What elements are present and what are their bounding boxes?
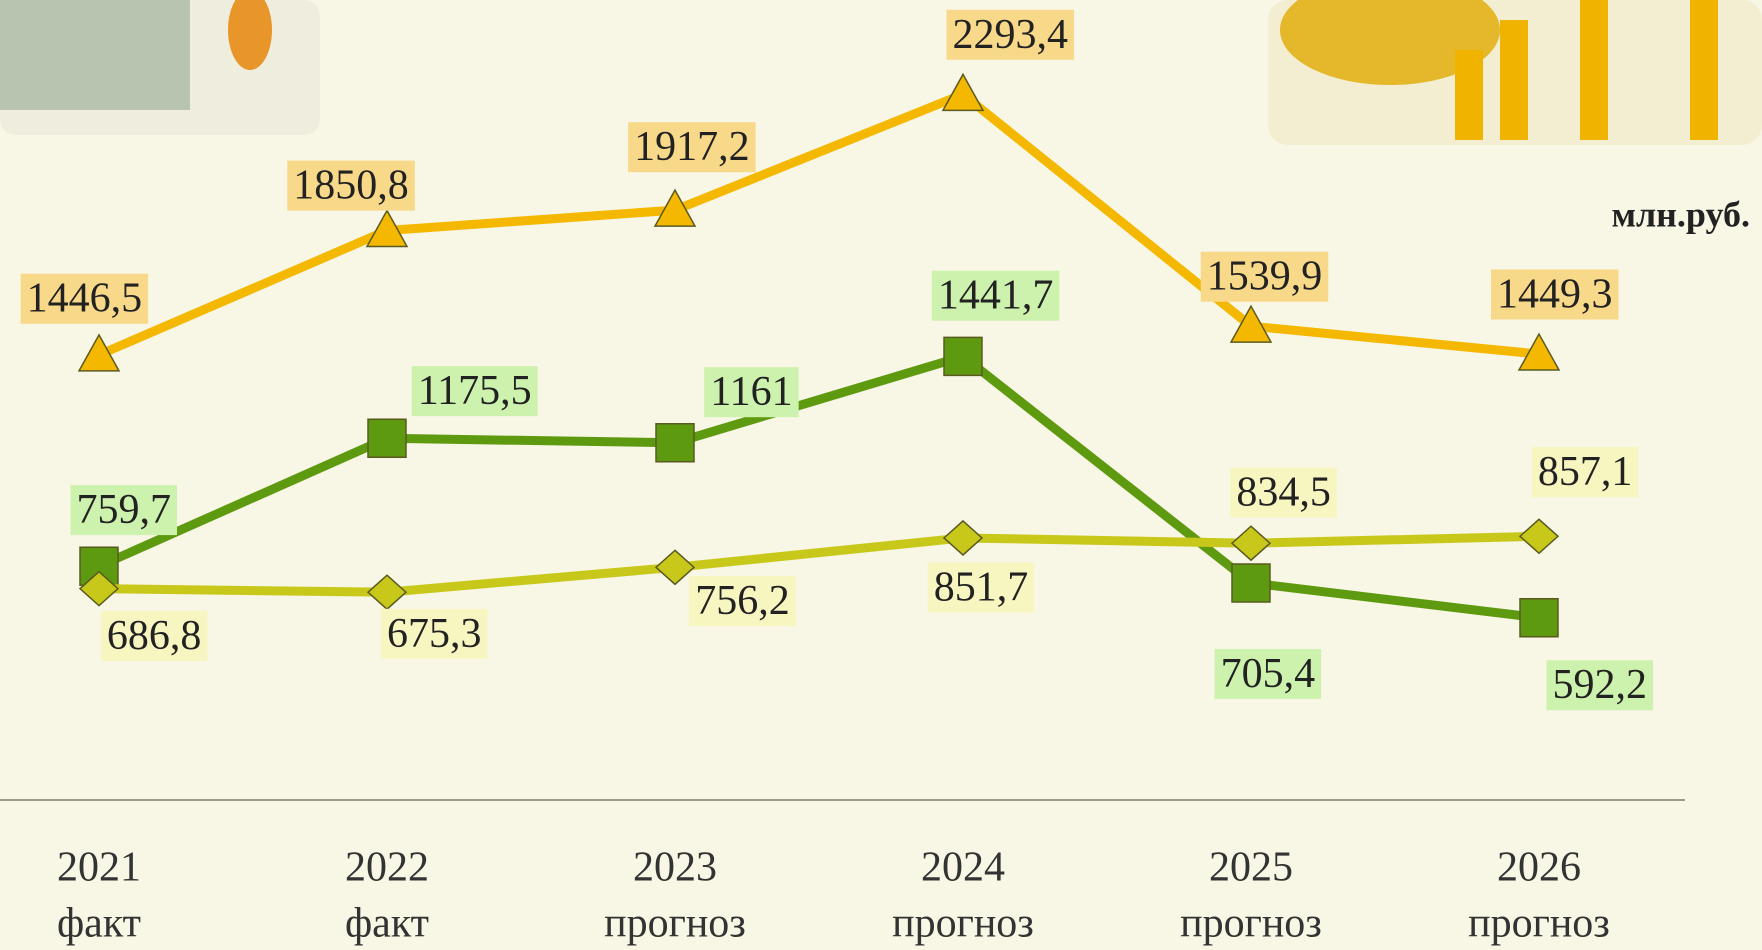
- data-label: 2293,4: [946, 9, 1074, 60]
- label-bg: [1200, 251, 1329, 302]
- value-label: 2293,4: [952, 12, 1068, 58]
- label-bg: [931, 270, 1060, 321]
- label-bg: [1214, 649, 1322, 700]
- data-label: 1917,2: [628, 122, 756, 173]
- data-label: 851,7: [927, 562, 1035, 613]
- x-tick-label: прогноз: [892, 901, 1034, 947]
- marker: [77, 333, 121, 372]
- marker: [942, 519, 984, 556]
- value-label: 759,7: [76, 487, 171, 533]
- label-bg: [1230, 467, 1337, 518]
- value-label: 834,5: [1236, 470, 1331, 516]
- x-tick-label: 2023: [633, 845, 717, 891]
- data-label: 1850,8: [287, 160, 415, 211]
- value-label: 851,7: [934, 564, 1029, 610]
- label-bg: [411, 366, 538, 417]
- line: [98, 531, 1540, 597]
- value-label: 1539,9: [1207, 254, 1323, 300]
- value-label: 675,3: [387, 611, 482, 657]
- value-label: 686,8: [107, 613, 202, 659]
- marker: [943, 336, 983, 377]
- data-label: 592,2: [1546, 660, 1653, 711]
- value-label: 1917,2: [634, 124, 750, 170]
- data-label: 705,4: [1214, 649, 1322, 700]
- marker: [654, 549, 696, 586]
- data-label: 686,8: [100, 610, 208, 661]
- label-bg: [287, 160, 415, 211]
- value-label: 705,4: [1221, 651, 1316, 697]
- value-label: 1850,8: [293, 163, 409, 209]
- marker: [78, 570, 120, 607]
- marker: [655, 423, 695, 463]
- label-bg: [1531, 447, 1639, 498]
- label-bg: [70, 485, 177, 536]
- label-bg: [628, 122, 756, 173]
- label-bg: [946, 9, 1074, 60]
- series: [77, 72, 1561, 372]
- marker: [1517, 332, 1561, 371]
- marker: [1230, 525, 1272, 562]
- marker: [653, 188, 697, 227]
- value-label: 1449,3: [1497, 272, 1613, 318]
- x-tick-label: 2022: [345, 845, 429, 891]
- label-bg: [20, 273, 149, 324]
- data-label: 1175,5: [411, 366, 538, 417]
- marker: [367, 418, 407, 459]
- unit-label: млн.руб.: [1611, 194, 1750, 234]
- data-label: 756,2: [689, 576, 796, 627]
- marker: [1519, 598, 1559, 638]
- value-label: 592,2: [1552, 662, 1647, 708]
- data-label: 1449,3: [1490, 269, 1619, 320]
- line: [97, 89, 1540, 360]
- value-label: 1446,5: [27, 276, 143, 322]
- x-tick-label: 2021: [57, 845, 141, 891]
- value-label: 1441,7: [938, 273, 1054, 319]
- x-tick-label: 2026: [1497, 845, 1581, 891]
- value-label: 1175,5: [418, 368, 532, 414]
- data-label: 1441,7: [931, 270, 1060, 321]
- marker: [1229, 304, 1273, 343]
- marker: [365, 208, 409, 248]
- value-label: 857,1: [1538, 449, 1633, 495]
- marker: [1518, 518, 1560, 555]
- x-tick-label: прогноз: [1180, 901, 1322, 947]
- data-label: 1446,5: [20, 273, 149, 324]
- label-bg: [689, 576, 796, 627]
- decor-coins: [1268, 0, 1762, 145]
- x-tick-label: 2024: [921, 845, 1005, 891]
- label-bg: [1546, 660, 1653, 711]
- value-label: 756,2: [695, 578, 790, 624]
- series: [78, 518, 1560, 611]
- marker: [1231, 563, 1271, 603]
- value-label: 1161: [710, 369, 792, 415]
- data-label: 834,5: [1230, 467, 1337, 518]
- series: [79, 336, 1559, 638]
- data-label: 675,3: [380, 608, 488, 659]
- label-bg: [1490, 269, 1619, 320]
- label-bg: [380, 608, 488, 659]
- label-bg: [100, 610, 208, 661]
- x-tick-label: факт: [57, 901, 141, 947]
- data-label: 1161: [704, 367, 799, 418]
- x-tick-label: факт: [345, 901, 429, 947]
- data-label: 1539,9: [1200, 251, 1329, 302]
- x-tick-label: 2025: [1209, 845, 1293, 891]
- data-label: 857,1: [1531, 447, 1639, 498]
- data-label: 759,7: [70, 485, 177, 536]
- label-bg: [927, 562, 1035, 613]
- line: [97, 351, 1540, 623]
- x-tick-label: прогноз: [604, 901, 746, 947]
- label-bg: [704, 367, 799, 418]
- decor-money: [0, 0, 320, 135]
- marker: [941, 72, 985, 112]
- x-tick-label: прогноз: [1468, 901, 1610, 947]
